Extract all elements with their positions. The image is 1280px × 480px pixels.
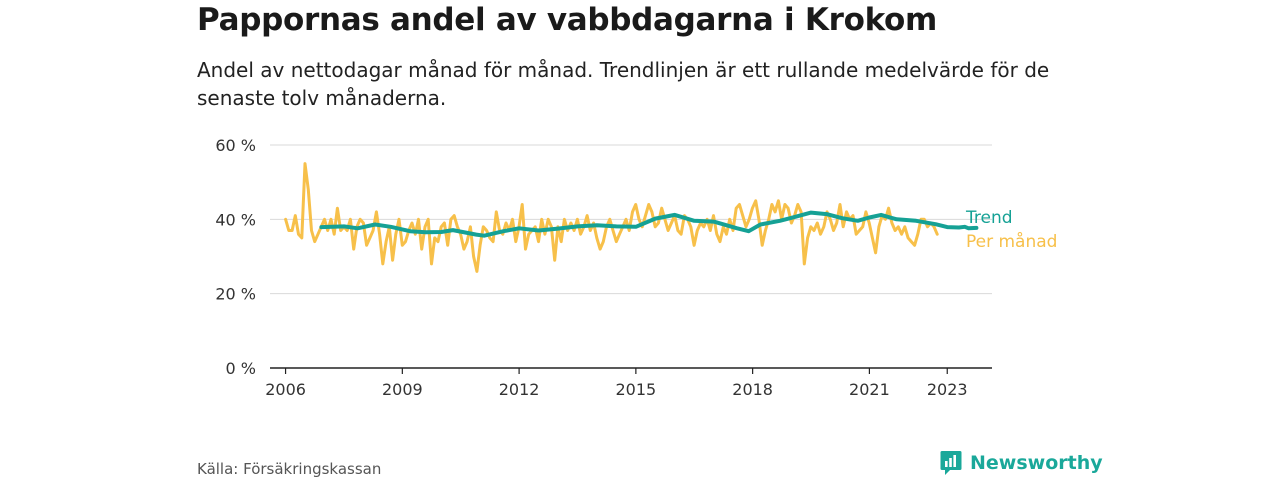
y-tick-label: 40 % [215,210,256,229]
x-tick-label: 2015 [616,380,657,399]
brand-name: Newsworthy [970,452,1103,474]
legend-label-trend: Trend [965,208,1013,228]
series-lines [284,162,979,273]
x-tick-label: 2006 [265,380,306,399]
chart-subtitle: Andel av nettodagar månad för månad. Tre… [197,58,1050,110]
y-tick-label: 20 % [215,285,256,304]
legend-label-per-manad: Per månad [966,231,1057,252]
x-tick-label: 2009 [382,380,423,399]
x-tick-label: 2021 [849,380,890,399]
y-tick-label: 0 % [226,359,256,378]
bar-chart-icon [940,451,962,475]
y-axis-tick-labels: 0 % 20 % 40 % 60 % [215,136,256,378]
chart-title: Pappornas andel av vabbdagarna i Krokom [197,2,938,38]
source-note: Källa: Försäkringskassan [197,460,382,478]
x-axis: 2006 2009 2012 2015 2018 2021 2023 [265,367,992,399]
x-tick-label: 2023 [927,380,968,399]
x-tick-label: 2012 [499,380,540,399]
x-tick-label: 2018 [732,380,773,399]
y-tick-label: 60 % [215,136,256,155]
legend: Trend Per månad [965,208,1057,252]
newsworthy-logo[interactable]: Newsworthy [940,450,1103,476]
series-line-trend [319,210,979,238]
